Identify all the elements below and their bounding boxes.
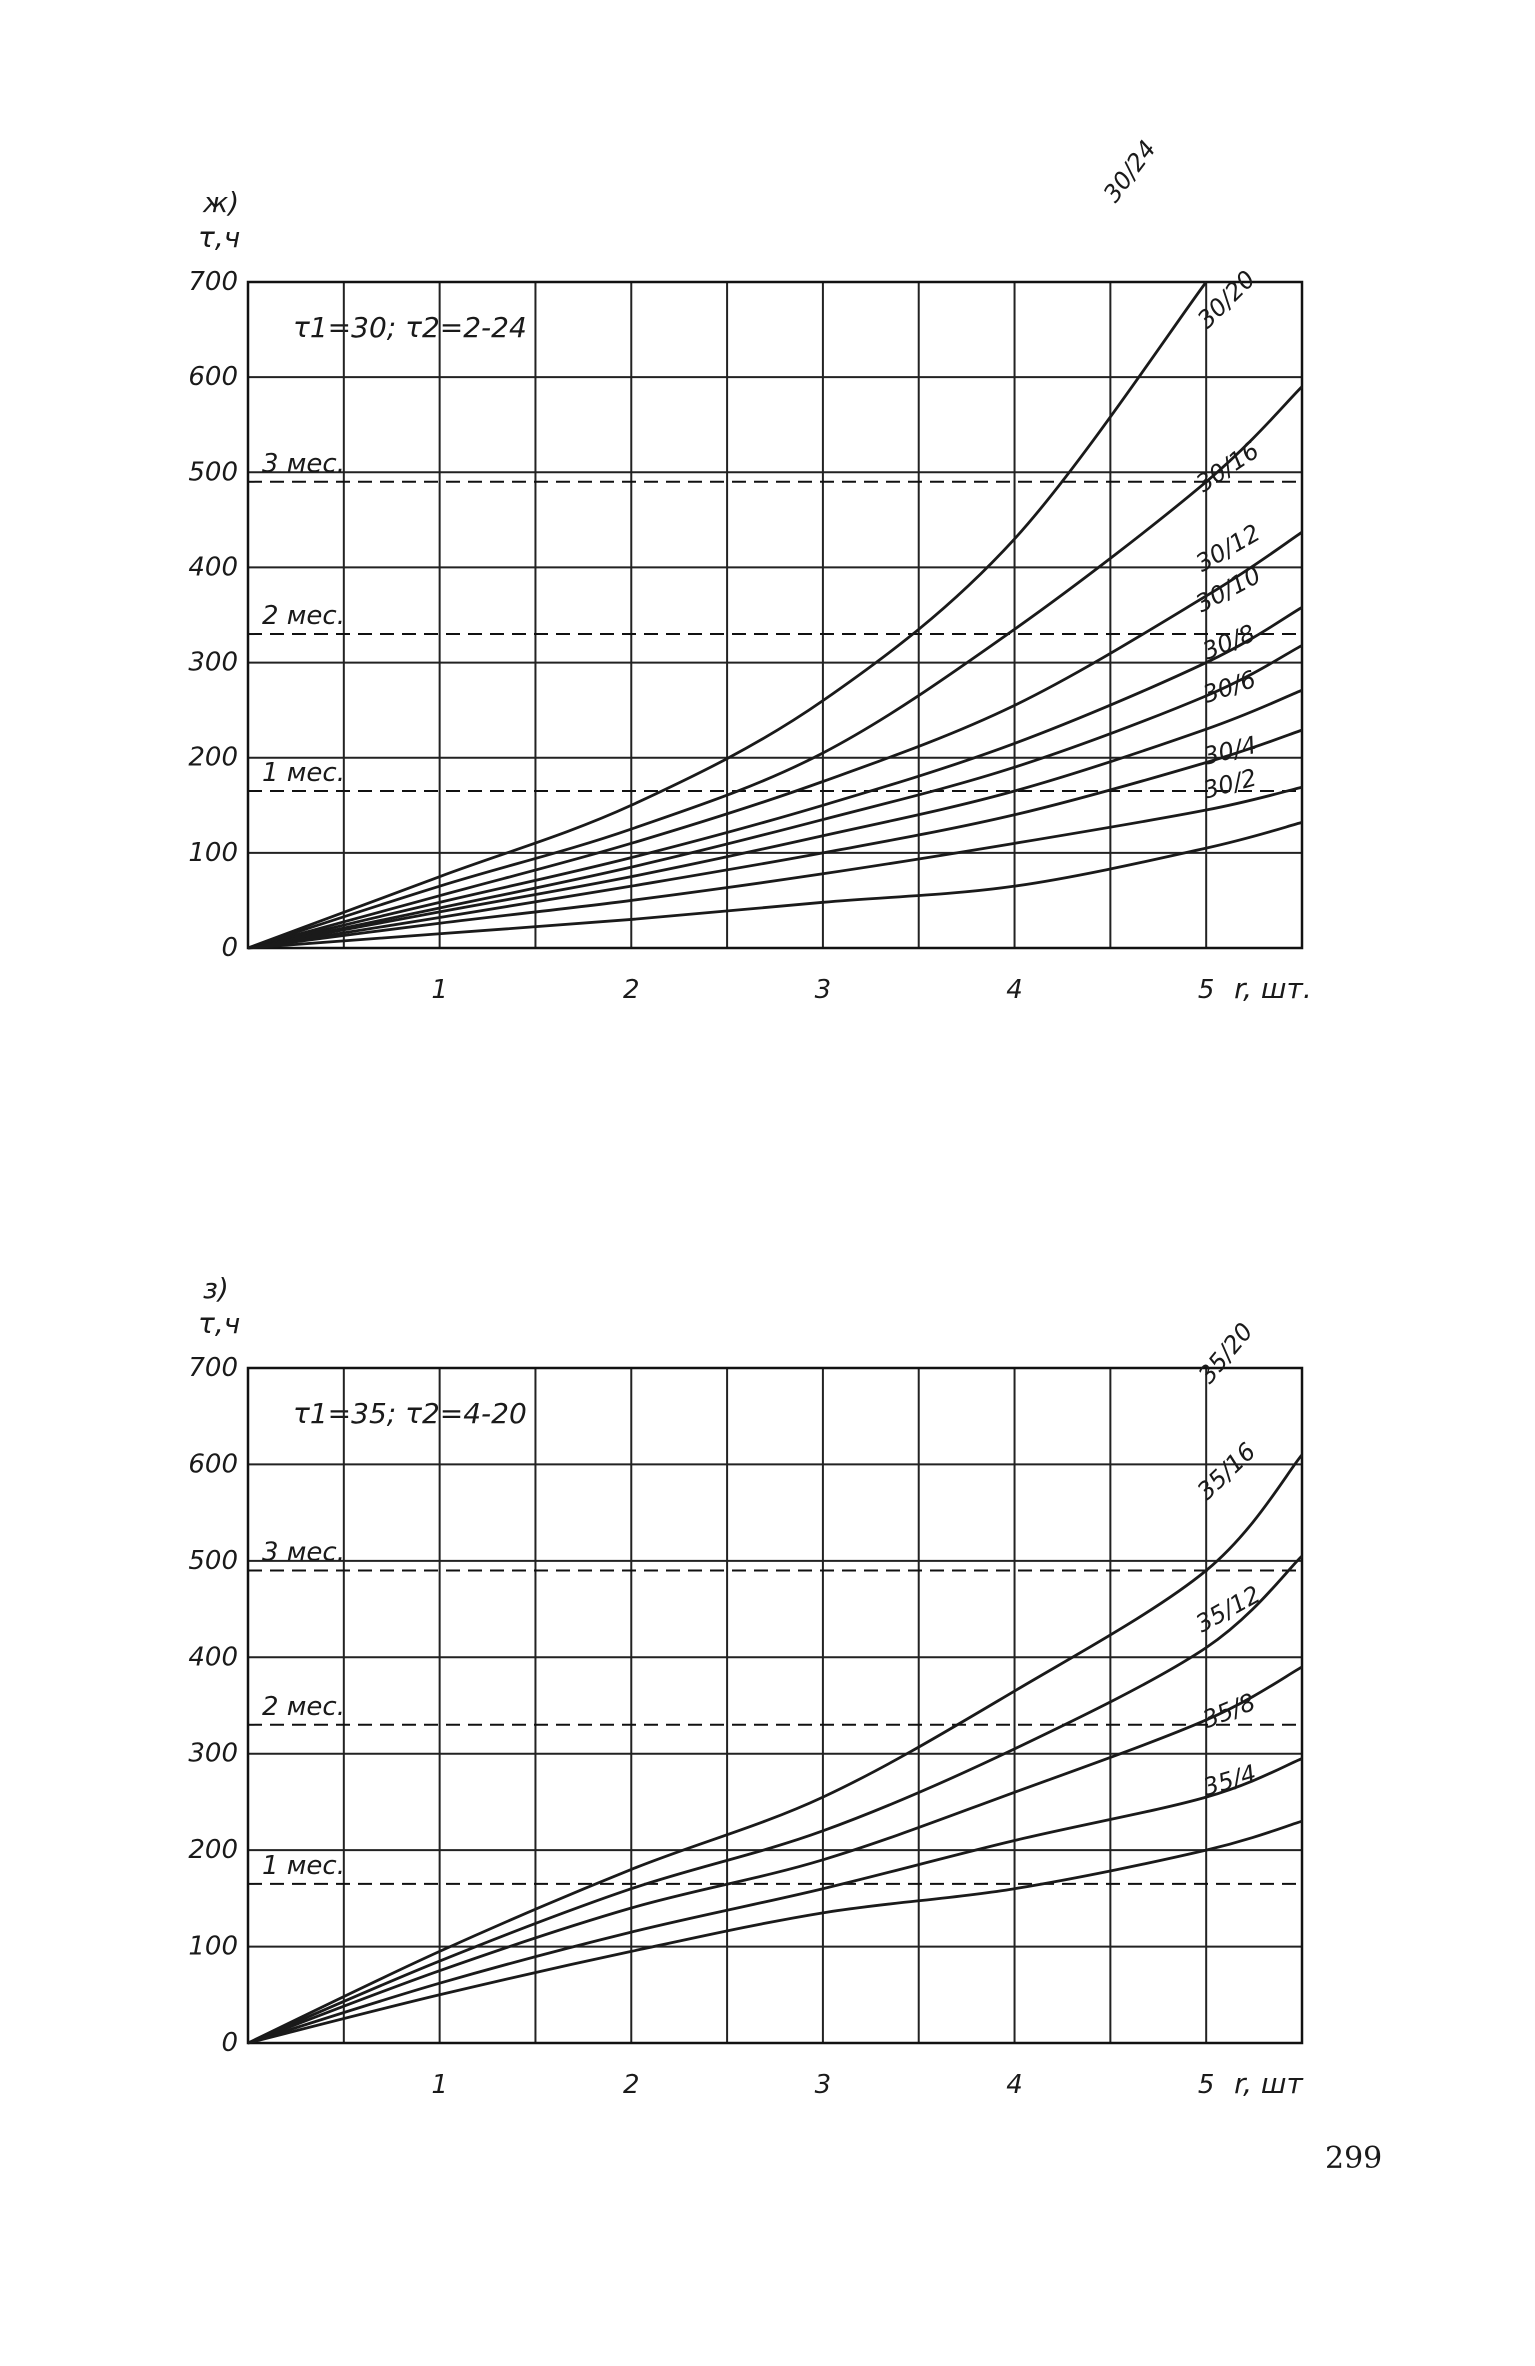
series-label: 30/24 xyxy=(1098,135,1162,207)
x-axis-label: r, шт. xyxy=(1234,972,1312,1005)
series-label: 35/16 xyxy=(1192,1437,1261,1505)
y-tick-label: 0 xyxy=(221,933,238,963)
curve xyxy=(247,1819,1303,2045)
y-tick-label: 0 xyxy=(221,2028,238,2058)
series-label: 35/12 xyxy=(1191,1580,1265,1638)
y-tick-label: 200 xyxy=(188,743,238,773)
curve xyxy=(247,644,1303,950)
month-label: 2 мес. xyxy=(262,1692,345,1722)
y-tick-label: 100 xyxy=(188,838,238,868)
curve xyxy=(247,728,1303,950)
y-axis-label: τ,ч xyxy=(198,221,240,254)
x-tick-label: 5 xyxy=(1198,975,1215,1005)
y-tick-label: 600 xyxy=(188,1449,238,1479)
month-label: 2 мес. xyxy=(262,601,345,631)
series-label: 30/16 xyxy=(1191,436,1264,498)
curve xyxy=(247,281,1208,950)
x-tick-label: 5 xyxy=(1198,2070,1215,2100)
x-tick-label: 1 xyxy=(431,975,448,1005)
panel-label: з) xyxy=(203,1272,229,1305)
month-label: 1 мес. xyxy=(262,1851,345,1881)
y-tick-label: 300 xyxy=(188,1739,238,1769)
plot-frame xyxy=(246,280,1304,950)
curve xyxy=(247,1453,1304,2045)
month-label: 1 мес. xyxy=(262,758,345,788)
curve xyxy=(247,821,1303,950)
curve xyxy=(247,1757,1303,2045)
y-tick-label: 700 xyxy=(188,1353,238,1383)
note: τ1=35; τ2=4-20 xyxy=(293,1397,527,1430)
plot-frame xyxy=(246,1366,1304,2045)
x-tick-label: 3 xyxy=(815,975,832,1005)
curve xyxy=(247,531,1303,950)
y-tick-label: 200 xyxy=(188,1835,238,1865)
series-label: 30/20 xyxy=(1192,265,1261,334)
series-label: 35/4 xyxy=(1200,1759,1260,1801)
series-label: 35/20 xyxy=(1193,1318,1259,1389)
y-tick-label: 700 xyxy=(188,267,238,297)
x-tick-label: 2 xyxy=(623,975,640,1005)
x-tick-label: 4 xyxy=(1006,975,1023,1005)
curve xyxy=(247,606,1303,950)
x-tick-label: 2 xyxy=(623,2070,640,2100)
x-tick-label: 4 xyxy=(1006,2070,1023,2100)
y-tick-label: 400 xyxy=(188,1642,238,1672)
x-tick-label: 3 xyxy=(815,2070,832,2100)
series-label: 35/8 xyxy=(1199,1688,1259,1734)
y-tick-label: 500 xyxy=(188,457,238,487)
curve xyxy=(247,688,1303,950)
curve xyxy=(247,1555,1303,2045)
y-tick-label: 600 xyxy=(188,362,238,392)
y-tick-label: 100 xyxy=(188,1932,238,1962)
series-label: 30/6 xyxy=(1199,665,1259,709)
series-label: 30/8 xyxy=(1199,619,1259,665)
page-number: 299 xyxy=(1325,2141,1382,2176)
note: τ1=30; τ2=2-24 xyxy=(293,311,527,344)
curve xyxy=(247,1665,1303,2045)
curve xyxy=(247,385,1303,950)
x-axis-label: r, шт xyxy=(1234,2067,1303,2100)
y-tick-label: 300 xyxy=(188,648,238,678)
y-tick-label: 500 xyxy=(188,1546,238,1576)
y-tick-label: 400 xyxy=(188,552,238,582)
month-label: 3 мес. xyxy=(262,1538,345,1568)
panel-label: ж) xyxy=(202,186,239,219)
y-axis-label: τ,ч xyxy=(198,1307,240,1340)
x-tick-label: 1 xyxy=(431,2070,448,2100)
month-label: 3 мес. xyxy=(262,449,345,479)
curve xyxy=(247,785,1303,950)
